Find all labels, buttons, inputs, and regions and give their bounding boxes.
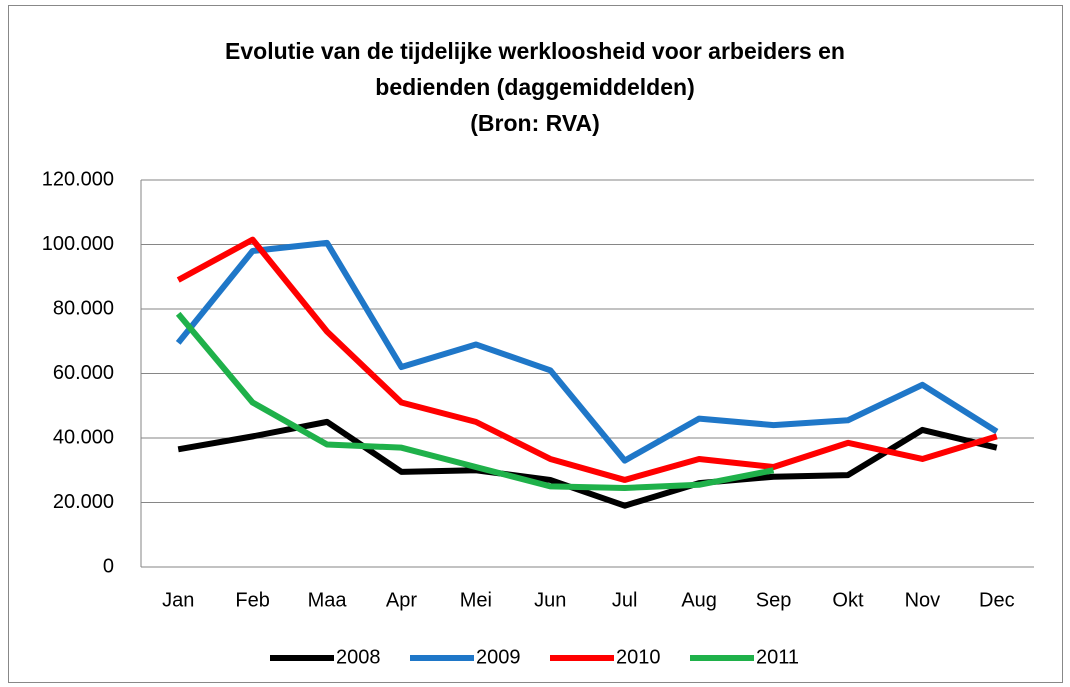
chart-title: Evolutie van de tijdelijke werkloosheid …	[225, 38, 845, 100]
x-tick-label: Maa	[308, 589, 348, 611]
y-tick-label: 60.000	[53, 362, 114, 384]
x-tick-label: Dec	[979, 589, 1015, 611]
y-tick-label: 80.000	[53, 297, 114, 319]
legend-label: 2008	[336, 646, 381, 668]
x-tick-label: Nov	[905, 589, 941, 611]
y-tick-label: 120.000	[42, 168, 114, 190]
chart-border	[8, 5, 1063, 683]
x-tick-label: Jan	[162, 589, 194, 611]
x-tick-label: Feb	[235, 589, 269, 611]
legend-label: 2009	[476, 646, 521, 668]
series-line	[176, 236, 998, 483]
series-line	[177, 418, 998, 509]
legend-label: 2010	[616, 646, 661, 668]
y-tick-label: 40.000	[53, 426, 114, 448]
y-tick-label: 100.000	[42, 233, 114, 255]
x-tick-label: Aug	[681, 589, 717, 611]
x-tick-label: Apr	[386, 589, 417, 611]
x-tick-label: Mei	[460, 589, 492, 611]
chart-title-block: Evolutie van de tijdelijke werkloosheid …	[165, 33, 905, 141]
x-tick-label: Sep	[756, 589, 792, 611]
y-tick-label: 0	[103, 555, 114, 577]
legend-label: 2011	[756, 646, 799, 668]
chart-subtitle: (Bron: RVA)	[470, 110, 600, 136]
x-tick-label: Okt	[832, 589, 864, 611]
series-line	[175, 239, 999, 464]
y-tick-label: 20.000	[53, 491, 114, 513]
series-line	[175, 311, 775, 491]
x-tick-label: Jul	[612, 589, 638, 611]
x-tick-label: Jun	[534, 589, 566, 611]
